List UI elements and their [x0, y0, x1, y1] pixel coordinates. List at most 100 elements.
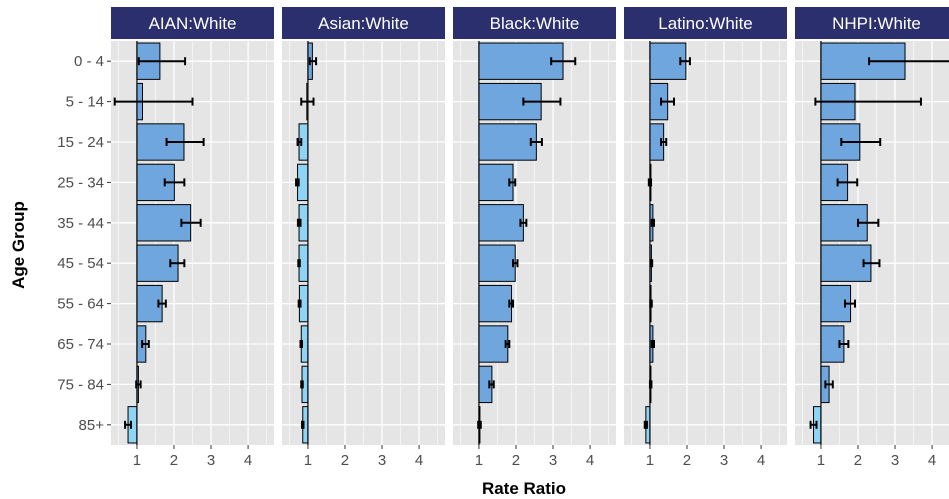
y-tick-label: 45 - 54 — [57, 255, 104, 272]
y-tick-label: 85+ — [79, 417, 105, 434]
bar — [478, 42, 564, 80]
error-bar — [508, 299, 515, 308]
error-bar — [169, 259, 186, 268]
error-bar — [296, 138, 303, 146]
x-tick-label: 3 — [549, 452, 557, 469]
error-bar — [840, 138, 882, 146]
bar — [478, 325, 509, 363]
error-bar — [650, 218, 656, 227]
error-bar — [113, 97, 194, 106]
panel-strip — [795, 7, 949, 39]
panel-strip — [111, 7, 274, 39]
x-tick-label: 3 — [207, 452, 215, 469]
panel-strip-label: AIAN:White — [149, 14, 237, 33]
x-axis-title: Rate Ratio — [482, 479, 566, 498]
panel-2: Black:White 1 2 3 4 — [453, 7, 616, 469]
error-bar — [137, 57, 187, 66]
error-bar — [504, 340, 511, 348]
panel-strip — [453, 7, 616, 39]
y-tick-label: 0 - 4 — [74, 53, 104, 70]
y-axis: 0 - 4 5 - 14 15 - 24 25 - 34 35 - 44 45 - 54 5… — [57, 53, 111, 434]
error-bar — [650, 340, 656, 348]
error-bar — [157, 299, 167, 308]
bar — [478, 244, 516, 282]
panel-3: Latino:White 1 2 3 4 — [624, 7, 787, 469]
error-bar — [300, 380, 304, 389]
error-bar — [814, 97, 922, 106]
error-bar — [529, 138, 543, 146]
error-bar — [838, 340, 850, 348]
error-bar — [862, 259, 881, 268]
x-tick-label: 3 — [891, 452, 899, 469]
panel-strip-label: Asian:White — [318, 14, 409, 33]
error-bar — [809, 420, 818, 429]
error-bar — [660, 138, 668, 146]
x-tick-label: 4 — [244, 452, 252, 469]
panel-strip-label: Black:White — [490, 14, 580, 33]
y-axis-title: Age Group — [9, 201, 28, 289]
panel-strip-label: NHPI:White — [832, 14, 921, 33]
error-bar — [660, 97, 676, 106]
y-tick-label: 55 - 64 — [57, 296, 104, 313]
x-tick-label: 4 — [586, 452, 594, 469]
x-tick-label: 2 — [170, 452, 178, 469]
x-tick-label: 2 — [512, 452, 520, 469]
x-tick-label: 1 — [304, 452, 312, 469]
error-bar — [649, 299, 653, 308]
error-bar — [836, 178, 859, 187]
x-tick-label: 4 — [757, 452, 765, 469]
error-bar — [299, 340, 304, 348]
panel-strip — [282, 7, 445, 39]
error-bar — [163, 178, 186, 187]
error-bar — [301, 420, 305, 429]
error-bar — [648, 380, 653, 389]
x-tick-label: 3 — [720, 452, 728, 469]
x-tick-label: 4 — [928, 452, 936, 469]
error-bar — [300, 97, 315, 106]
error-bar — [522, 97, 562, 106]
y-tick-label: 35 - 44 — [57, 215, 104, 232]
error-bar — [135, 380, 142, 389]
error-bar — [297, 259, 301, 268]
error-bar — [124, 420, 133, 429]
error-bar — [649, 259, 654, 268]
panel-0: AIAN:White 1 2 3 4 — [111, 7, 274, 469]
x-tick-label: 4 — [415, 452, 423, 469]
x-tick-label: 2 — [341, 452, 349, 469]
y-tick-label: 65 - 74 — [57, 336, 104, 353]
error-bar — [180, 218, 202, 227]
panel-strip — [624, 7, 787, 39]
bar — [478, 123, 537, 161]
bar — [820, 204, 868, 242]
panel-1: Asian:White 1 2 3 4 — [282, 7, 445, 469]
error-bar — [295, 178, 300, 187]
y-tick-label: 75 - 84 — [57, 376, 104, 393]
error-bar — [308, 57, 318, 66]
error-bar — [868, 57, 949, 66]
error-bar — [550, 57, 577, 66]
error-bar — [508, 178, 517, 187]
error-bar — [844, 299, 857, 308]
x-tick-label: 1 — [646, 452, 654, 469]
x-tick-label: 3 — [378, 452, 386, 469]
error-bar — [679, 57, 691, 66]
y-tick-label: 15 - 24 — [57, 134, 104, 151]
error-bar — [643, 420, 648, 429]
bar — [478, 163, 514, 202]
x-tick-label: 1 — [475, 452, 483, 469]
x-tick-label: 2 — [683, 452, 691, 469]
x-tick-label: 2 — [854, 452, 862, 469]
error-bar — [512, 259, 519, 268]
error-bar — [488, 380, 495, 389]
error-bar — [297, 299, 302, 308]
error-bar — [856, 218, 880, 227]
bar — [478, 284, 513, 323]
error-bar — [141, 340, 150, 348]
error-bar — [477, 420, 482, 429]
x-tick-label: 1 — [133, 452, 141, 469]
x-tick-label: 1 — [817, 452, 825, 469]
error-bar — [165, 138, 205, 146]
error-bar — [647, 178, 653, 187]
